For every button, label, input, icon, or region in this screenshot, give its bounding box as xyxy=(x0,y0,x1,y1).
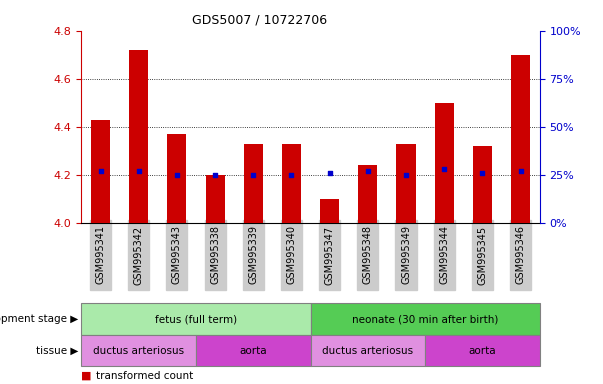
Bar xyxy=(168,134,186,223)
Text: transformed count: transformed count xyxy=(96,371,194,381)
Bar xyxy=(320,199,339,223)
Point xyxy=(325,170,335,176)
Text: aorta: aorta xyxy=(469,346,496,356)
Bar xyxy=(473,146,492,223)
Bar xyxy=(206,175,224,223)
Text: aorta: aorta xyxy=(239,346,267,356)
Text: development stage ▶: development stage ▶ xyxy=(0,314,78,324)
Point xyxy=(96,168,106,174)
Bar xyxy=(91,119,110,223)
Point xyxy=(516,168,525,174)
Bar xyxy=(397,144,415,223)
Point xyxy=(478,170,487,176)
Text: ductus arteriosus: ductus arteriosus xyxy=(93,346,185,356)
Text: neonate (30 min after birth): neonate (30 min after birth) xyxy=(352,314,498,324)
Text: fetus (full term): fetus (full term) xyxy=(155,314,237,324)
Bar xyxy=(358,165,377,223)
Bar xyxy=(435,103,454,223)
Text: GDS5007 / 10722706: GDS5007 / 10722706 xyxy=(192,13,327,26)
Point xyxy=(440,166,449,172)
Point xyxy=(363,168,373,174)
Bar xyxy=(282,144,301,223)
Bar xyxy=(244,144,263,223)
Point xyxy=(210,172,220,178)
Text: tissue ▶: tissue ▶ xyxy=(36,346,78,356)
Point xyxy=(134,168,144,174)
Text: ■: ■ xyxy=(81,371,92,381)
Bar xyxy=(129,50,148,223)
Point xyxy=(286,172,296,178)
Bar xyxy=(511,55,530,223)
Point xyxy=(172,172,182,178)
Text: ductus arteriosus: ductus arteriosus xyxy=(322,346,414,356)
Point xyxy=(401,172,411,178)
Point xyxy=(248,172,258,178)
